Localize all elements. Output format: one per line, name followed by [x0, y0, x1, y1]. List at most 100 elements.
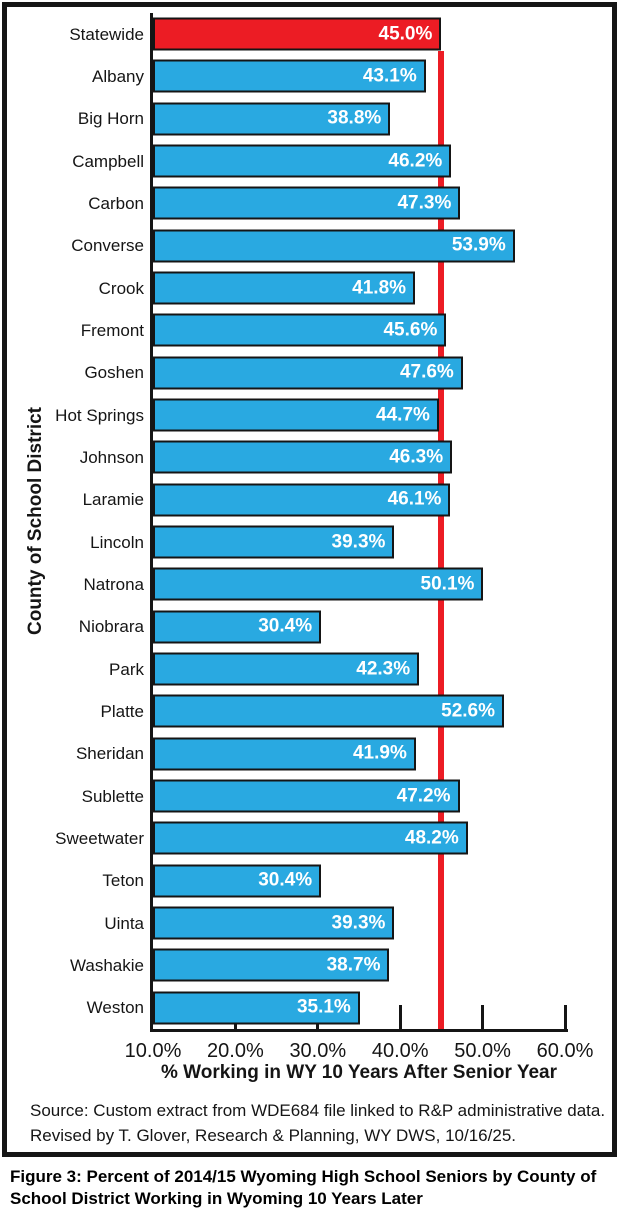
x-axis-tick: [563, 1005, 567, 1029]
category-label: Big Horn: [77, 109, 144, 129]
bar-track: 46.3%: [153, 436, 565, 478]
bar-track: 50.1%: [153, 563, 565, 605]
bar: 39.3%: [153, 906, 395, 940]
bar-track: 53.9%: [153, 225, 565, 267]
x-axis-line: [150, 1029, 568, 1032]
category-label: Washakie: [69, 955, 144, 975]
bar: 35.1%: [153, 991, 360, 1025]
source-line-1: Source: Custom extract from WDE684 file …: [30, 1101, 606, 1120]
value-label: 30.4%: [258, 615, 313, 637]
bar-row: Platte 52.6%: [40, 690, 565, 732]
bar: 43.1%: [153, 59, 426, 93]
bar-row: Fremont 45.6%: [40, 309, 565, 351]
category-label: Hot Springs: [55, 405, 144, 425]
value-label: 50.1%: [420, 573, 475, 595]
y-axis-line: [150, 13, 153, 1032]
bar: 41.8%: [153, 271, 416, 305]
bar-track: 45.0%: [153, 13, 565, 55]
bar: 44.7%: [153, 398, 439, 432]
bar-row: Park 42.3%: [40, 648, 565, 690]
bar: 52.6%: [153, 694, 505, 728]
bar-row: Goshen 47.6%: [40, 352, 565, 394]
x-axis-tick-label: 40.0%: [371, 1040, 429, 1062]
x-axis-tick-label: 30.0%: [289, 1040, 347, 1062]
bar: 38.8%: [153, 102, 391, 136]
value-label: 46.3%: [389, 446, 444, 468]
bar-row: Washakie 38.7%: [40, 944, 565, 986]
value-label: 41.8%: [352, 277, 407, 299]
bar-row: Uinta 39.3%: [40, 902, 565, 944]
bar: 46.1%: [153, 483, 451, 517]
bar-track: 46.2%: [153, 140, 565, 182]
bar-row: Big Horn 38.8%: [40, 98, 565, 140]
category-label: Sublette: [81, 786, 144, 806]
bar-row: Weston 35.1%: [40, 987, 565, 1029]
bar-track: 47.2%: [153, 775, 565, 817]
bar-row: Laramie 46.1%: [40, 479, 565, 521]
bar-row: Sheridan 41.9%: [40, 733, 565, 775]
category-label: Niobrara: [78, 617, 144, 637]
bar: 47.6%: [153, 356, 463, 390]
value-label: 52.6%: [441, 700, 496, 722]
bar-row: Hot Springs 44.7%: [40, 394, 565, 436]
bar-row: Sweetwater 48.2%: [40, 817, 565, 859]
bar-track: 41.8%: [153, 267, 565, 309]
category-label: Sheridan: [75, 744, 144, 764]
value-label: 38.7%: [326, 954, 381, 976]
value-label: 46.1%: [387, 488, 442, 510]
bar: 30.4%: [153, 610, 322, 644]
bar-row: Niobrara 30.4%: [40, 606, 565, 648]
category-label: Albany: [92, 66, 144, 86]
category-label: Park: [109, 659, 144, 679]
category-label: Platte: [100, 701, 144, 721]
category-label: Johnson: [79, 447, 144, 467]
bar-row: Sublette 47.2%: [40, 775, 565, 817]
x-axis-tick-label: 20.0%: [207, 1040, 264, 1062]
bar-track: 45.6%: [153, 309, 565, 351]
value-label: 39.3%: [331, 531, 386, 553]
bar-track: 35.1%: [153, 987, 565, 1029]
bar-row: Lincoln 39.3%: [40, 521, 565, 563]
x-axis-tick-label: 10.0%: [124, 1040, 182, 1062]
bar-track: 30.4%: [153, 860, 565, 902]
x-axis-title: % Working in WY 10 Years After Senior Ye…: [161, 1062, 557, 1083]
bar-track: 44.7%: [153, 394, 565, 436]
bar: 30.4%: [153, 864, 322, 898]
bar-track: 41.9%: [153, 733, 565, 775]
value-label: 38.8%: [327, 107, 382, 129]
value-label: 30.4%: [258, 869, 313, 891]
bar-track: 47.3%: [153, 182, 565, 224]
category-label: Crook: [98, 278, 144, 298]
category-label: Lincoln: [90, 532, 144, 552]
value-label: 45.0%: [378, 23, 433, 45]
bar-rows: Statewide 45.0% Albany 43.1% Big Horn 38.8% Ca…: [40, 13, 565, 1029]
value-label: 43.1%: [362, 65, 417, 87]
statewide-reference-line: [438, 51, 444, 1032]
bar: 45.6%: [153, 313, 447, 347]
value-label: 47.6%: [399, 361, 454, 383]
category-label: Uinta: [104, 913, 144, 933]
category-label: Laramie: [82, 490, 144, 510]
bar-track: 42.3%: [153, 648, 565, 690]
source-line-2: Revised by T. Glover, Research & Plannin…: [30, 1125, 516, 1145]
category-label: Natrona: [83, 574, 144, 594]
x-axis-tick: [398, 1005, 402, 1029]
bar-track: 39.3%: [153, 521, 565, 563]
source-note: Source: Custom extract from WDE684 file …: [30, 1099, 605, 1148]
category-label: Teton: [102, 871, 144, 891]
category-label: Goshen: [84, 363, 144, 383]
value-label: 46.2%: [388, 150, 443, 172]
x-axis-tick-label: 50.0%: [454, 1040, 511, 1062]
category-label: Converse: [71, 236, 144, 256]
bar-row: Statewide 45.0%: [40, 13, 565, 55]
category-label: Fremont: [80, 320, 144, 340]
bar-track: 38.7%: [153, 944, 565, 986]
category-label: Sweetwater: [55, 828, 144, 848]
bar-track: 38.8%: [153, 98, 565, 140]
bar: 38.7%: [153, 948, 390, 982]
bar-track: 46.1%: [153, 479, 565, 521]
value-label: 47.2%: [396, 785, 451, 807]
value-label: 41.9%: [352, 742, 407, 764]
bar: 46.2%: [153, 144, 452, 178]
